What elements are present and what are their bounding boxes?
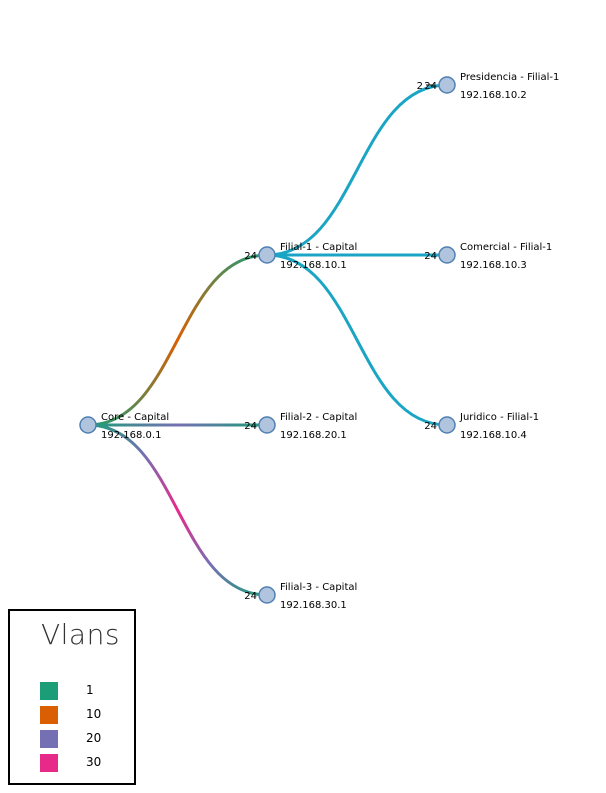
node-name-label: Filial-3 - Capital [280,582,357,593]
node-core[interactable]: Core - Capital 192.168.0.1 [79,412,169,441]
legend-swatch [40,754,58,772]
node-name-label: Presidencia - Filial-1 [460,72,559,83]
node-circle[interactable] [258,416,276,434]
port-label: 24 [424,251,437,262]
port-label: 24 [244,251,257,262]
node-pres[interactable]: Presidencia - Filial-1 192.168.10.2 [438,72,559,101]
link-f1-pres [266,83,448,257]
link-f1-jur [266,253,448,427]
legend-label: 10 [86,707,102,721]
legend-label: 1 [86,683,94,697]
legend-swatch [40,730,58,748]
node-ip-label: 192.168.10.2 [460,90,527,101]
node-jur[interactable]: Juridico - Filial-1 192.168.10.4 [438,412,539,441]
legend-title: Vlans [41,618,120,651]
node-circle[interactable] [258,246,276,264]
node-ip-label: 192.168.10.4 [460,430,527,441]
node-ip-label: 192.168.30.1 [280,600,347,611]
node-ip-label: 192.168.20.1 [280,430,347,441]
node-f2[interactable]: Filial-2 - Capital 192.168.20.1 [258,412,357,441]
node-name-label: Filial-2 - Capital [280,412,357,423]
node-circle[interactable] [258,586,276,604]
node-circle[interactable] [438,416,456,434]
node-f3[interactable]: Filial-3 - Capital 192.168.30.1 [258,582,357,611]
legend-item-vlan-20: 20 [40,730,130,748]
node-ip-label: 192.168.10.3 [460,260,527,271]
legend-swatch [40,706,58,724]
vlan-legend: Vlans 1 10 20 30 [8,609,136,785]
links-layer [87,83,448,597]
node-ip-label: 192.168.0.1 [101,430,161,441]
link-core-f3 [87,423,268,597]
node-name-label: Juridico - Filial-1 [459,412,539,423]
node-ip-label: 192.168.10.1 [280,260,347,271]
legend-label: 20 [86,731,102,745]
link-core-f1 [87,253,268,427]
legend-label: 30 [86,755,102,769]
legend-item-vlan-30: 30 [40,754,130,772]
node-circle[interactable] [438,246,456,264]
legend-swatch [40,682,58,700]
node-name-label: Comercial - Filial-1 [460,242,552,253]
port-label: 24 [244,591,257,602]
legend-item-vlan-10: 10 [40,706,130,724]
source-port-label: 2 [417,81,423,92]
nodes-layer: Core - Capital 192.168.0.1 Filial-1 - Capi… [79,72,559,611]
port-label: 24 [424,421,437,432]
node-circle[interactable] [438,76,456,94]
node-circle[interactable] [79,416,97,434]
port-label: 24 [424,81,437,92]
node-f1[interactable]: Filial-1 - Capital 192.168.10.1 [258,242,357,271]
node-name-label: Filial-1 - Capital [280,242,357,253]
port-label: 24 [244,421,257,432]
node-com[interactable]: Comercial - Filial-1 192.168.10.3 [438,242,552,271]
node-name-label: Core - Capital [101,412,169,423]
legend-item-vlan-1: 1 [40,682,130,700]
